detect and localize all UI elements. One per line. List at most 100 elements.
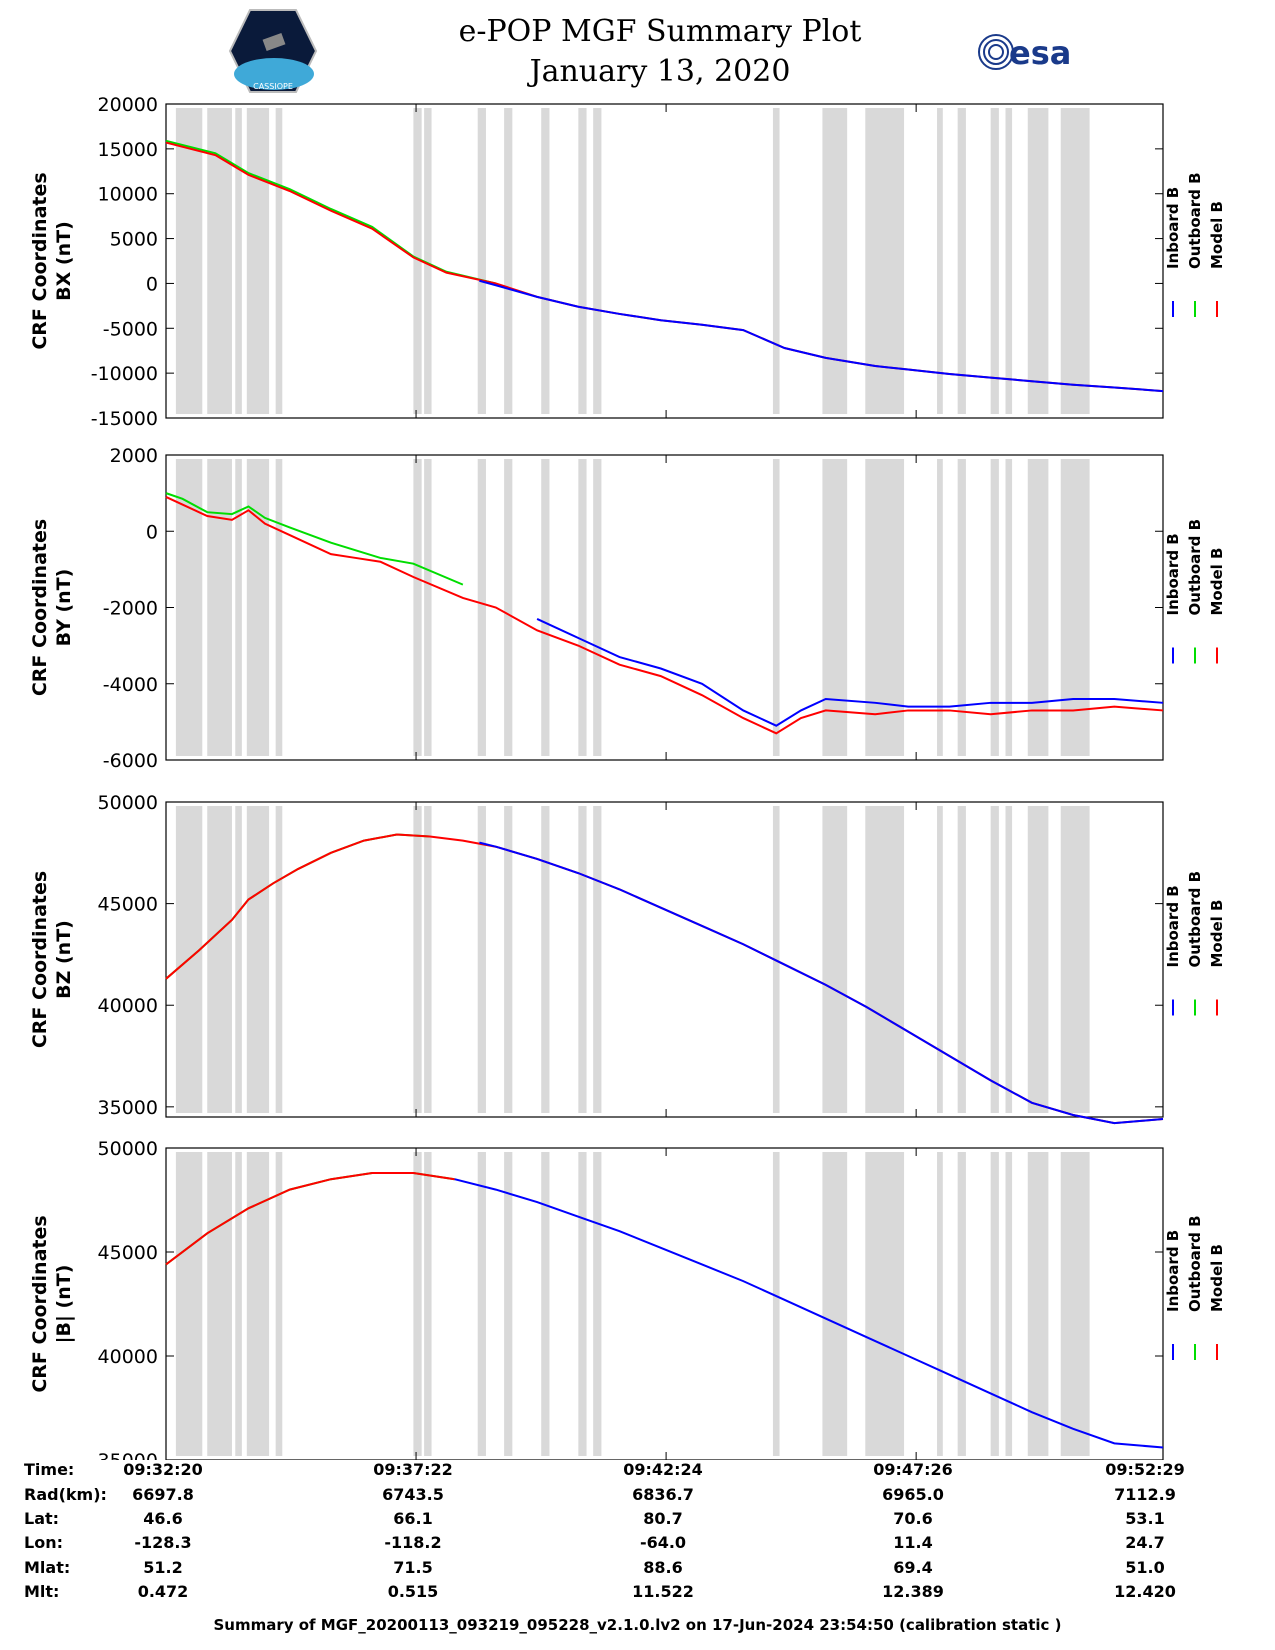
info-time-1: 09:37:22 (373, 1460, 453, 1479)
info-mlt-2: 11.522 (632, 1582, 694, 1601)
data-gap-bmag-0 (175, 1152, 203, 1456)
info-lat-4: 53.1 (1125, 1509, 1165, 1528)
data-gap-by-7 (477, 459, 486, 756)
legend-label-model-b-by: Model B (1208, 548, 1226, 616)
info-lat-1: 66.1 (393, 1509, 433, 1528)
data-gap-by-10 (578, 459, 587, 756)
data-gap-bz-13 (822, 806, 848, 1113)
axes-frame-by (165, 454, 1164, 761)
data-gap-bx-12 (772, 108, 780, 414)
data-gap-by-14 (865, 459, 905, 756)
data-gap-bmag-5 (413, 1152, 422, 1456)
data-gap-bmag-19 (1027, 1152, 1049, 1456)
data-gap-bx-6 (424, 108, 432, 414)
data-gap-bmag-10 (578, 1152, 587, 1456)
data-gap-bx-13 (822, 108, 848, 414)
data-gap-bz-1 (207, 806, 232, 1113)
info-label-rad: Rad(km): (24, 1485, 107, 1504)
data-gap-bz-8 (504, 806, 513, 1113)
ytick-label-bz-2: 40000 (98, 995, 158, 1017)
legend-label-outboard-b-bx: Outboard B (1186, 172, 1204, 269)
data-gap-bx-16 (957, 108, 966, 414)
legend-label-inboard-b-bx: Inboard B (1164, 187, 1182, 269)
data-gap-bz-16 (957, 806, 966, 1113)
data-gap-by-9 (541, 459, 550, 756)
info-lat-0: 46.6 (143, 1509, 183, 1528)
esa-logo: esa (978, 34, 1071, 72)
cassiope-logo-text: CASSIOPE (253, 82, 293, 91)
info-lon-1: -118.2 (384, 1533, 442, 1552)
axes-frame-bz (165, 801, 1164, 1118)
data-gap-by-2 (235, 459, 242, 756)
series-model-b-bmag (165, 1171, 455, 1266)
data-gap-bz-20 (1060, 806, 1090, 1113)
ytick-label-bmag-2: 40000 (98, 1346, 158, 1368)
info-label-mlt: Mlt: (24, 1582, 60, 1601)
info-rad-3: 6965.0 (882, 1485, 944, 1504)
ytick-label-by-2: -2000 (103, 598, 158, 620)
data-gap-by-8 (504, 459, 513, 756)
ytick-label-bmag-0: 50000 (98, 1138, 158, 1160)
info-time-3: 09:47:26 (873, 1460, 953, 1479)
mgf-summary-chart: 20000150001000050000-5000-10000-15000CRF… (29, 94, 1226, 1460)
info-mlat-1: 71.5 (393, 1558, 433, 1577)
ylabel-line2-by: BY (nT) (53, 569, 75, 647)
data-gap-by-4 (275, 459, 283, 756)
info-time-2: 09:42:24 (623, 1460, 703, 1479)
data-gap-bx-17 (990, 108, 999, 414)
series-model-b-by (165, 496, 1164, 735)
data-gap-bz-10 (578, 806, 587, 1113)
data-gap-bmag-6 (424, 1152, 432, 1456)
ytick-label-bx-1: 15000 (98, 139, 158, 161)
data-gap-bz-4 (275, 806, 283, 1113)
info-label-time: Time: (24, 1460, 75, 1479)
data-gap-bx-11 (593, 108, 602, 414)
info-mlt-4: 12.420 (1114, 1582, 1176, 1601)
info-mlt-1: 0.515 (387, 1582, 439, 1601)
data-gap-bx-14 (865, 108, 905, 414)
series-inboard-b-by (536, 618, 1164, 727)
data-gap-by-6 (424, 459, 432, 756)
data-gap-bmag-18 (1005, 1152, 1013, 1456)
info-rad-0: 6697.8 (132, 1485, 194, 1504)
ytick-label-bmag-3: 35000 (98, 1450, 158, 1460)
ytick-label-bz-0: 50000 (98, 792, 158, 814)
data-gap-bmag-2 (235, 1152, 242, 1456)
series-outboard-b-by (165, 492, 464, 586)
legend-label-inboard-b-by: Inboard B (1164, 533, 1182, 615)
legend-label-outboard-b-bz: Outboard B (1186, 871, 1204, 968)
series-inboard-b-bx (479, 279, 1164, 393)
data-gap-bmag-16 (957, 1152, 966, 1456)
data-gap-bmag-7 (477, 1152, 486, 1456)
data-gap-bx-4 (275, 108, 283, 414)
info-label-mlat: Mlat: (24, 1558, 71, 1577)
data-gap-by-1 (207, 459, 232, 756)
data-gap-bmag-4 (275, 1152, 283, 1456)
info-lon-0: -128.3 (134, 1533, 192, 1552)
data-gap-bmag-20 (1060, 1152, 1090, 1456)
legend-label-model-b-bx: Model B (1208, 201, 1226, 269)
data-gap-bx-3 (246, 108, 270, 414)
data-gap-by-5 (413, 459, 422, 756)
ylabel-line1-bz: CRF Coordinates (29, 871, 51, 1048)
ylabel-line1-bx: CRF Coordinates (29, 172, 51, 349)
ytick-label-bx-7: -15000 (91, 408, 158, 430)
data-gap-bmag-13 (822, 1152, 848, 1456)
data-gap-bz-19 (1027, 806, 1049, 1113)
ylabel-line1-by: CRF Coordinates (29, 519, 51, 696)
data-gap-bz-15 (937, 806, 943, 1113)
ytick-label-bx-6: -10000 (91, 363, 158, 385)
data-gap-bx-1 (207, 108, 232, 414)
series-inboard-b-bz (479, 841, 1164, 1125)
ytick-label-bx-0: 20000 (98, 94, 158, 116)
ytick-label-bx-3: 5000 (110, 229, 158, 251)
info-lon-4: 24.7 (1125, 1533, 1165, 1552)
legend-label-model-b-bz: Model B (1208, 900, 1226, 968)
page-date: January 13, 2020 (529, 54, 791, 89)
info-lon-3: 11.4 (893, 1533, 933, 1552)
info-mlt-0: 0.472 (137, 1582, 189, 1601)
data-gap-by-17 (990, 459, 999, 756)
data-gap-bmag-17 (990, 1152, 999, 1456)
data-gap-bz-6 (424, 806, 432, 1113)
info-mlt-3: 12.389 (882, 1582, 944, 1601)
